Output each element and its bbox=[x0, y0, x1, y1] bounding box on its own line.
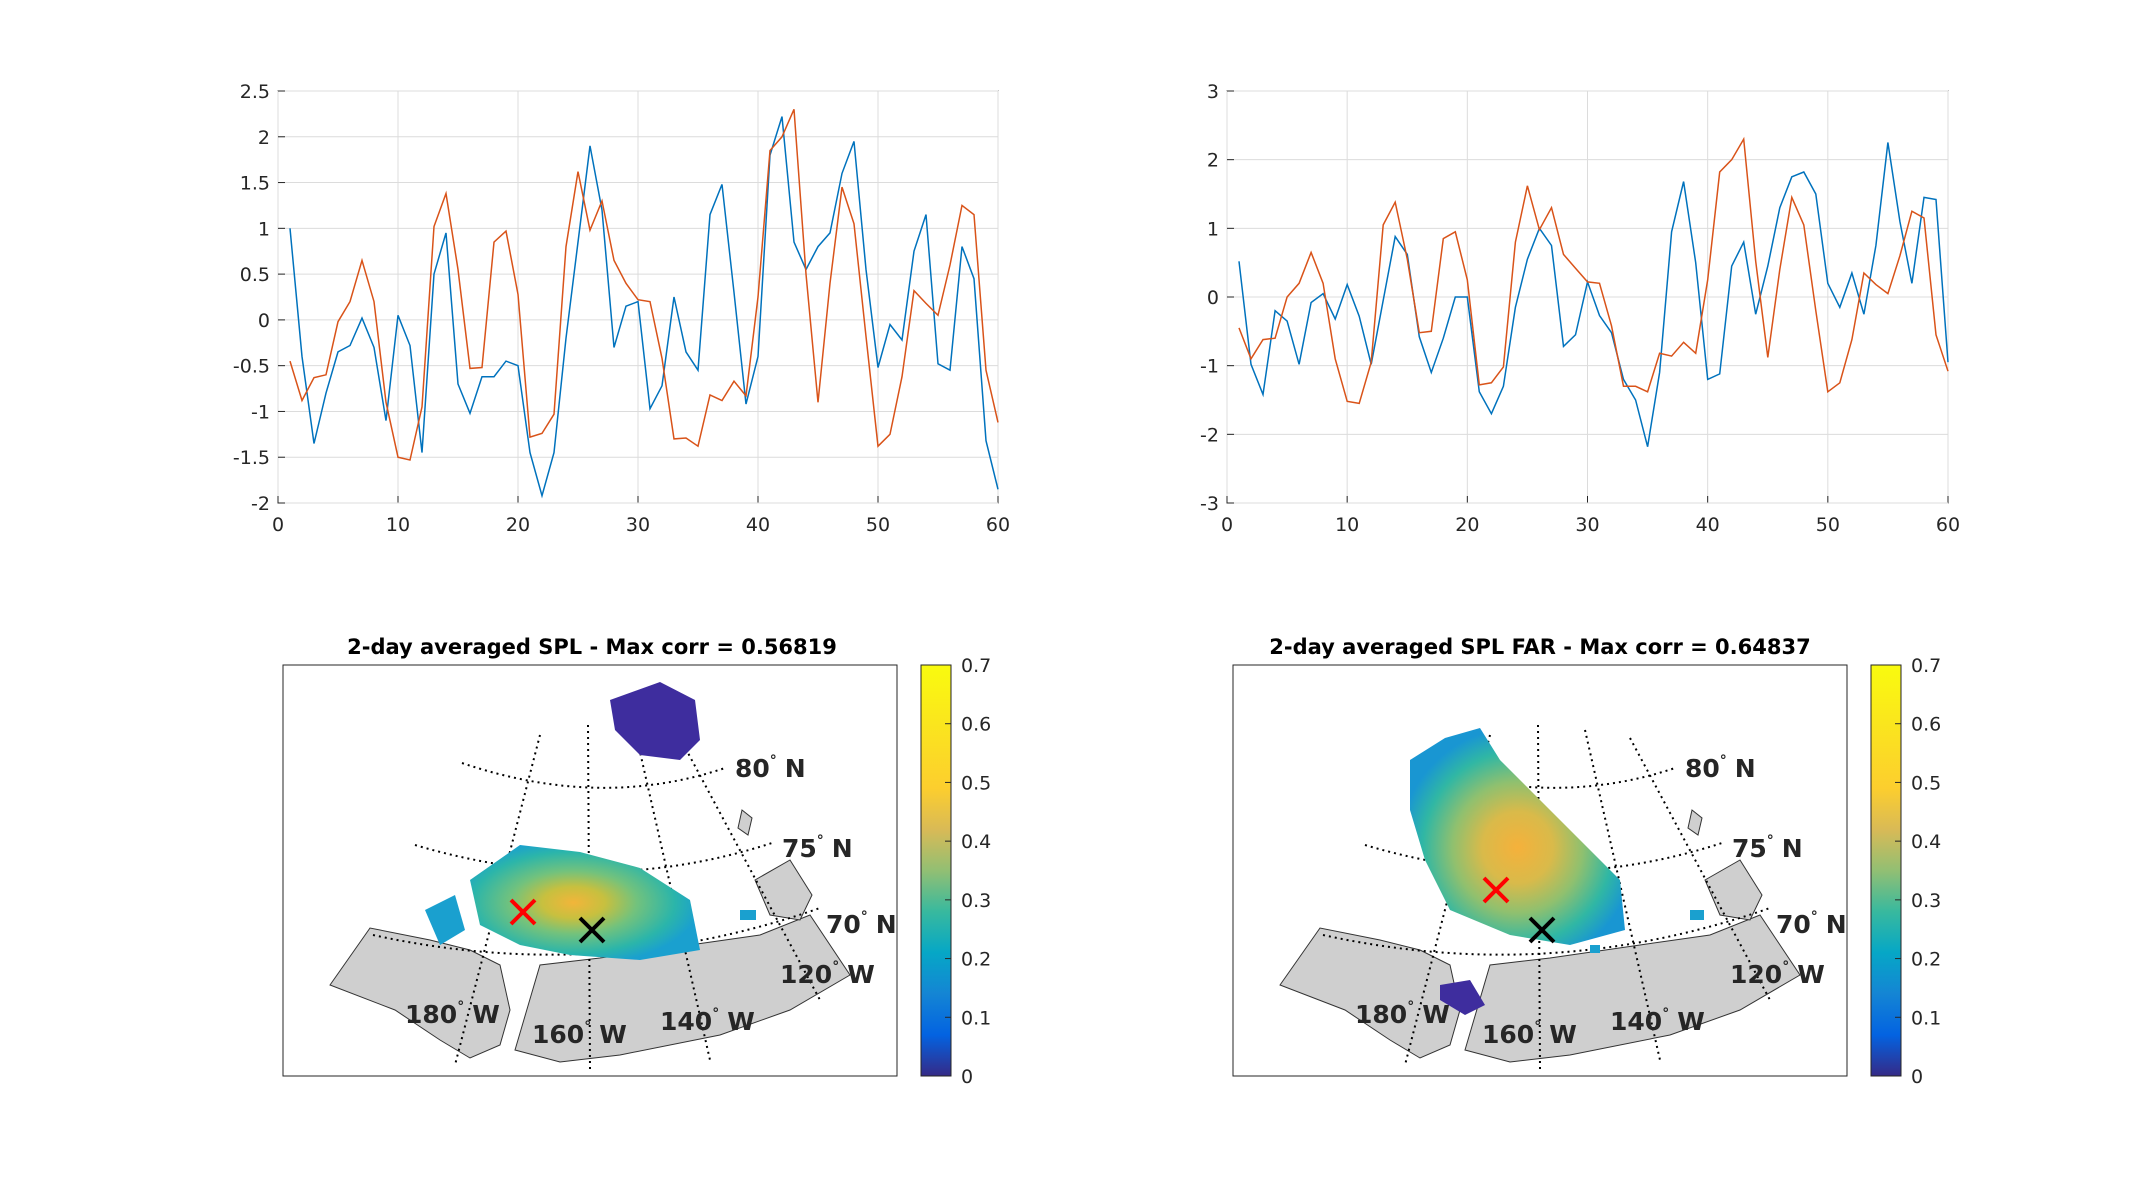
y-tick-label: 1.5 bbox=[240, 173, 270, 195]
field-patch-east-2 bbox=[1690, 910, 1704, 920]
colorbar-tick-label: 0.4 bbox=[961, 831, 991, 853]
land-island-2 bbox=[737, 809, 753, 836]
max-corr-marker-2 bbox=[1482, 876, 1510, 904]
map-panel-1: 2-day averaged SPL - Max corr = 0.56819 bbox=[282, 635, 991, 1088]
x-tick-label: 20 bbox=[1455, 514, 1479, 536]
x-tick-label: 20 bbox=[506, 514, 530, 536]
colorbar-1 bbox=[920, 664, 952, 1077]
x-tick-label: 50 bbox=[866, 514, 890, 536]
field-patch-east-1 bbox=[740, 910, 756, 920]
y-tick-label: -0.5 bbox=[233, 356, 270, 378]
y-tick-label: -3 bbox=[1200, 493, 1219, 515]
x-tick-label: 0 bbox=[272, 514, 284, 536]
lon-label-180: 180° W bbox=[405, 999, 500, 1029]
colorbar-2 bbox=[1870, 664, 1902, 1077]
colorbar-tick-label: 0 bbox=[1911, 1066, 1923, 1088]
lon-label-160: 160° W bbox=[1482, 1019, 1577, 1049]
series-line-1 bbox=[289, 116, 999, 499]
y-tick-label: 2 bbox=[258, 127, 270, 149]
series-line-2 bbox=[289, 109, 999, 461]
x-tick-label: 30 bbox=[1575, 514, 1599, 536]
field-patch-small-2 bbox=[1590, 945, 1600, 953]
x-tick-label: 40 bbox=[746, 514, 770, 536]
lat-label-75: 75° N bbox=[1732, 833, 1803, 863]
map-title-2: 2-day averaged SPL FAR - Max corr = 0.64… bbox=[1269, 635, 1810, 659]
land-island-1 bbox=[754, 859, 813, 921]
y-tick-label: 1 bbox=[258, 218, 270, 240]
colorbar-tick-label: 0.5 bbox=[1911, 772, 1941, 794]
colorbar-tick-label: 0.2 bbox=[961, 949, 991, 971]
x-tick-label: 10 bbox=[386, 514, 410, 536]
y-tick-labels-1: -2 -1.5 -1 -0.5 0 0.5 1 1.5 2 2.5 bbox=[233, 81, 270, 515]
colorbar-tick-label: 0.7 bbox=[1911, 655, 1941, 677]
x-tick-label: 30 bbox=[626, 514, 650, 536]
y-tick-label: -1.5 bbox=[233, 447, 270, 469]
colorbar-tick-label: 0.1 bbox=[1911, 1007, 1941, 1029]
y-tick-label: 2.5 bbox=[240, 81, 270, 103]
series-line-2 bbox=[1238, 136, 1949, 405]
colorbar-tick-label: 0 bbox=[961, 1066, 973, 1088]
x-tick-labels-1: 0 10 20 30 40 50 60 bbox=[272, 514, 1010, 536]
y-tick-label: -2 bbox=[1200, 424, 1219, 446]
map-panel-2: 2-day averaged SPL FAR - Max corr = 0.64… bbox=[1232, 635, 1941, 1088]
colorbar-tick-label: 0.4 bbox=[1911, 831, 1941, 853]
x-tick-label: 50 bbox=[1816, 514, 1840, 536]
lon-label-140: 140° W bbox=[1610, 1006, 1705, 1036]
y-tick-label: 0 bbox=[258, 310, 270, 332]
map-title-1: 2-day averaged SPL - Max corr = 0.56819 bbox=[347, 635, 837, 659]
x-tick-labels-2: 0 10 20 30 40 50 60 bbox=[1221, 514, 1960, 536]
series-lines-2 bbox=[1238, 136, 1949, 447]
series-line-1 bbox=[1238, 142, 1949, 447]
series-lines-1 bbox=[289, 109, 999, 499]
point-marker-2 bbox=[1528, 916, 1556, 944]
field-patch-south-2 bbox=[1440, 980, 1485, 1015]
line-chart-1: 0 10 20 30 40 50 60 -2 -1.5 -1 -0.5 0 0.5 1 1.5 2 2.5 bbox=[233, 81, 1010, 536]
max-corr-marker-1 bbox=[509, 898, 537, 926]
y-tick-label: 0 bbox=[1207, 287, 1219, 309]
field-patch-north-1 bbox=[610, 682, 700, 760]
x-tick-label: 0 bbox=[1221, 514, 1233, 536]
y-tick-label: 2 bbox=[1207, 150, 1219, 172]
y-tick-label: -1 bbox=[1200, 356, 1219, 378]
x-tick-label: 40 bbox=[1696, 514, 1720, 536]
y-tick-labels-2: -3 -2 -1 0 1 2 3 bbox=[1200, 81, 1219, 515]
x-tick-label: 10 bbox=[1335, 514, 1359, 536]
colorbar-ticks-1: 0 0.1 0.2 0.3 0.4 0.5 0.6 0.7 bbox=[945, 655, 991, 1088]
grid-2 bbox=[1226, 90, 1949, 504]
colorbar-tick-label: 0.2 bbox=[1911, 949, 1941, 971]
y-tick-label: -1 bbox=[251, 401, 270, 423]
colorbar-tick-label: 0.6 bbox=[961, 714, 991, 736]
field-patch-main-2 bbox=[1410, 728, 1625, 945]
lon-label-180: 180° W bbox=[1355, 999, 1450, 1029]
y-tick-label: 3 bbox=[1207, 81, 1219, 103]
land-island-4 bbox=[1687, 809, 1703, 836]
x-tick-label: 60 bbox=[1936, 514, 1960, 536]
lon-label-140: 140° W bbox=[660, 1006, 755, 1036]
line-chart-2: 0 10 20 30 40 50 60 -3 -2 -1 0 1 2 3 bbox=[1200, 81, 1960, 536]
y-tick-label: -2 bbox=[251, 493, 270, 515]
lon-label-160: 160° W bbox=[532, 1019, 627, 1049]
colorbar-tick-label: 0.3 bbox=[1911, 890, 1941, 912]
land-island-3 bbox=[1704, 859, 1763, 921]
y-tick-label: 0.5 bbox=[240, 264, 270, 286]
field-patch-main-1 bbox=[470, 845, 700, 960]
colorbar-ticks-2: 0 0.1 0.2 0.3 0.4 0.5 0.6 0.7 bbox=[1895, 655, 1941, 1088]
lon-label-120: 120° W bbox=[780, 959, 875, 989]
colorbar-tick-label: 0.1 bbox=[961, 1007, 991, 1029]
point-marker-1 bbox=[578, 916, 606, 944]
y-tick-label: 1 bbox=[1207, 218, 1219, 240]
colorbar-tick-label: 0.7 bbox=[961, 655, 991, 677]
field-patch-west-1 bbox=[425, 895, 465, 945]
x-tick-label: 60 bbox=[986, 514, 1010, 536]
lon-label-120: 120° W bbox=[1730, 959, 1825, 989]
colorbar-tick-label: 0.3 bbox=[961, 890, 991, 912]
colorbar-tick-label: 0.6 bbox=[1911, 714, 1941, 736]
colorbar-tick-label: 0.5 bbox=[961, 772, 991, 794]
